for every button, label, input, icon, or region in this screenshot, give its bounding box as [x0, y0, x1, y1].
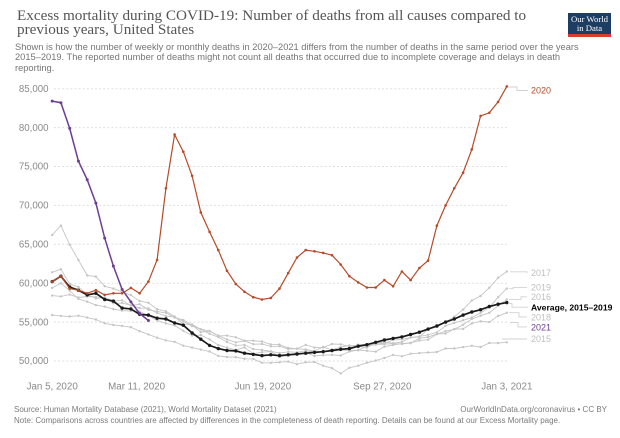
- svg-text:80,000: 80,000: [19, 123, 49, 134]
- svg-text:2020: 2020: [531, 86, 551, 96]
- svg-text:Jun 19, 2020: Jun 19, 2020: [235, 382, 292, 393]
- svg-text:70,000: 70,000: [19, 201, 49, 212]
- svg-text:75,000: 75,000: [19, 162, 49, 173]
- svg-text:2019: 2019: [531, 283, 551, 293]
- svg-text:2015: 2015: [531, 334, 551, 344]
- svg-text:Sep 27, 2020: Sep 27, 2020: [353, 382, 412, 393]
- svg-text:2017: 2017: [531, 268, 551, 278]
- svg-text:65,000: 65,000: [19, 240, 49, 251]
- svg-text:85,000: 85,000: [19, 84, 49, 95]
- svg-text:2021: 2021: [531, 322, 551, 332]
- svg-text:Jan 5, 2020: Jan 5, 2020: [27, 382, 79, 393]
- svg-text:Average, 2015–2019: Average, 2015–2019: [531, 302, 613, 312]
- svg-text:2016: 2016: [531, 292, 551, 302]
- svg-text:Mar 11, 2020: Mar 11, 2020: [108, 382, 166, 393]
- svg-text:50,000: 50,000: [19, 356, 49, 367]
- svg-text:60,000: 60,000: [19, 278, 49, 289]
- svg-text:Jan 3, 2021: Jan 3, 2021: [481, 382, 532, 393]
- svg-text:2018: 2018: [531, 312, 551, 322]
- svg-text:55,000: 55,000: [19, 317, 49, 328]
